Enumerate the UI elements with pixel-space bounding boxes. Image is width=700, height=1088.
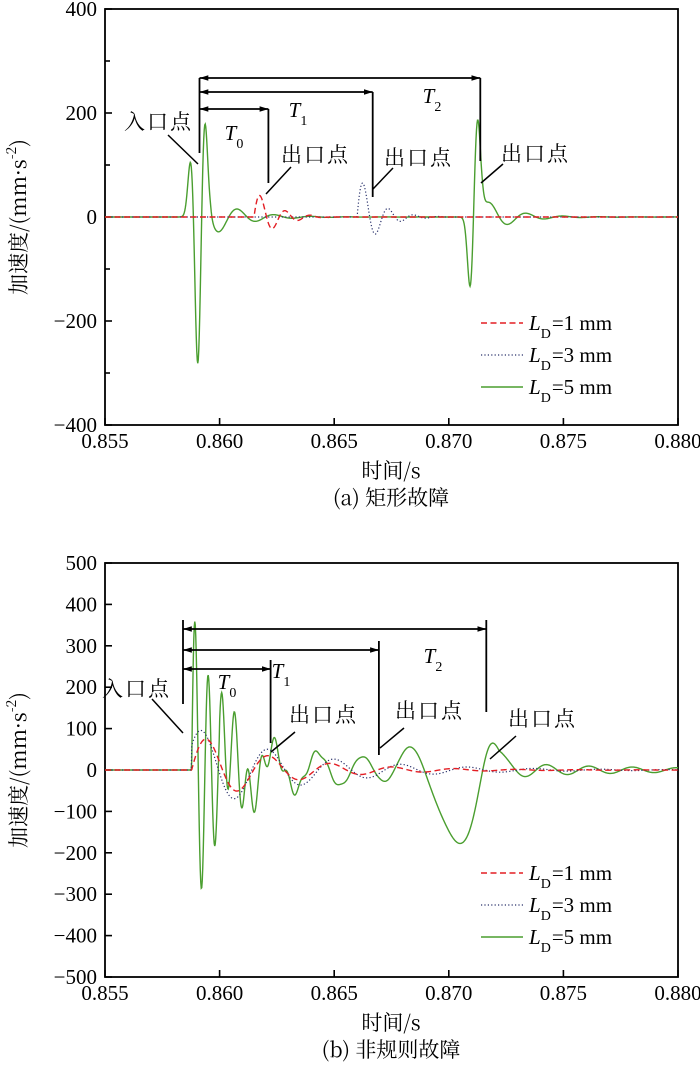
svg-text:出口点: 出口点 [508, 703, 577, 733]
svg-text:0.865: 0.865 [311, 981, 358, 1005]
svg-text:−200: −200 [54, 841, 97, 865]
svg-text:0: 0 [87, 758, 98, 782]
svg-text:0.860: 0.860 [196, 429, 243, 453]
svg-text:出口点: 出口点 [395, 695, 464, 725]
svg-text:0.855: 0.855 [81, 429, 128, 453]
svg-text:0: 0 [87, 205, 98, 229]
svg-text:0.875: 0.875 [540, 981, 587, 1005]
svg-text:200: 200 [66, 101, 98, 125]
svg-text:0.870: 0.870 [425, 429, 472, 453]
svg-text:0.870: 0.870 [425, 981, 472, 1005]
svg-text:时间/s: 时间/s [361, 1007, 420, 1037]
svg-text:出口点: 出口点 [289, 699, 358, 729]
svg-text:100: 100 [66, 717, 98, 741]
svg-text:−200: −200 [54, 309, 97, 333]
svg-text:0.880: 0.880 [654, 981, 700, 1005]
svg-text:出口点: 出口点 [501, 138, 570, 168]
svg-text:−300: −300 [54, 882, 97, 906]
svg-text:入口点: 入口点 [124, 106, 193, 136]
svg-text:出口点: 出口点 [281, 139, 350, 169]
svg-text:0.855: 0.855 [81, 981, 128, 1005]
svg-text:−100: −100 [54, 799, 97, 823]
svg-text:−400: −400 [54, 924, 97, 948]
svg-text:0.875: 0.875 [540, 429, 587, 453]
svg-text:入口点: 入口点 [102, 673, 171, 703]
svg-text:(b) 非规则故障: (b) 非规则故障 [322, 1034, 461, 1064]
svg-text:出口点: 出口点 [384, 142, 453, 172]
svg-text:加速度/(mm·s-2): 加速度/(mm·s-2) [1, 692, 33, 848]
svg-text:时间/s: 时间/s [361, 455, 420, 485]
svg-text:(a) 矩形故障: (a) 矩形故障 [333, 482, 449, 512]
svg-text:400: 400 [66, 0, 98, 21]
svg-text:0.865: 0.865 [311, 429, 358, 453]
svg-text:500: 500 [66, 551, 98, 575]
svg-text:300: 300 [66, 634, 98, 658]
svg-text:0.860: 0.860 [196, 981, 243, 1005]
svg-text:0.880: 0.880 [654, 429, 700, 453]
svg-text:加速度/(mm·s-2): 加速度/(mm·s-2) [1, 139, 33, 295]
svg-text:200: 200 [66, 675, 98, 699]
svg-text:400: 400 [66, 592, 98, 616]
